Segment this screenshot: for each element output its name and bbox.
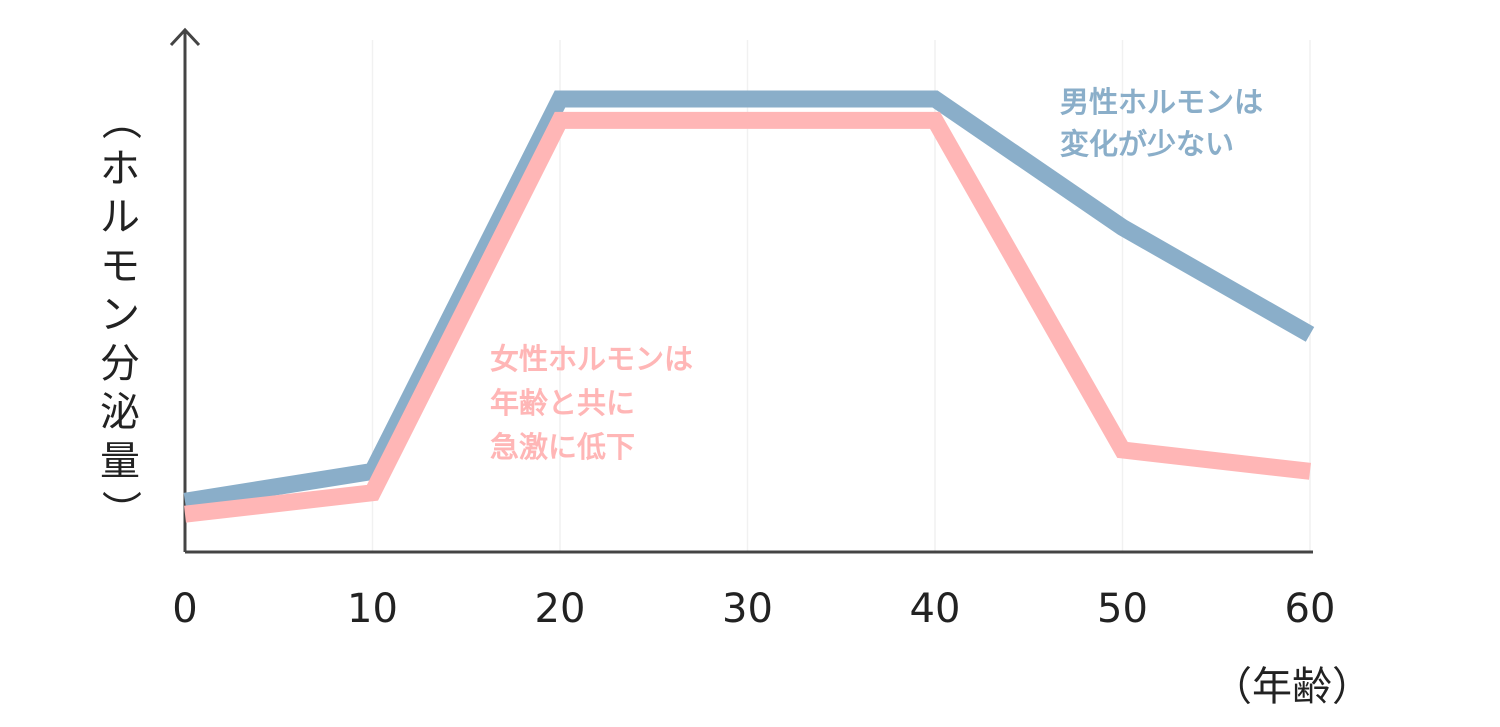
y-axis-label-char: ）: [97, 490, 143, 530]
y-axis-label-char: 量: [100, 438, 140, 484]
x-tick-label: 40: [910, 586, 961, 632]
x-tick-labels: 0 10 20 30 40 50 60: [172, 586, 1335, 632]
y-axis-label-char: ル: [100, 195, 140, 241]
x-tick-label: 20: [535, 586, 586, 632]
x-tick-label: 60: [1285, 586, 1336, 632]
y-axis-arrow-icon: [169, 27, 201, 47]
x-tick-label: 10: [347, 586, 398, 632]
annotation-male: 変化が少ない: [1060, 127, 1234, 161]
y-axis-label-char: （: [97, 100, 143, 140]
annotation-female: 年齢と共に: [490, 386, 635, 420]
annotation-female: 女性ホルモンは: [490, 342, 693, 376]
axes: [169, 27, 1313, 554]
annotation-female: 急激に低下: [490, 430, 635, 464]
y-axis-label-char: 分: [100, 341, 140, 387]
y-axis-label-char: ン: [100, 292, 140, 338]
y-axis-label-char: ホ: [100, 146, 140, 192]
x-tick-label: 0: [172, 586, 197, 632]
series-line-male: [183, 90, 1315, 510]
series-lines: [183, 90, 1315, 523]
x-axis-label: （年齢）: [1212, 664, 1372, 710]
annotation-male: 男性ホルモンは: [1060, 85, 1263, 119]
y-axis-label-char: 泌: [100, 390, 140, 436]
series-line-female: [184, 111, 1311, 523]
y-axis-label-char: モ: [100, 243, 140, 289]
x-tick-label: 30: [722, 586, 773, 632]
x-tick-label: 50: [1097, 586, 1148, 632]
